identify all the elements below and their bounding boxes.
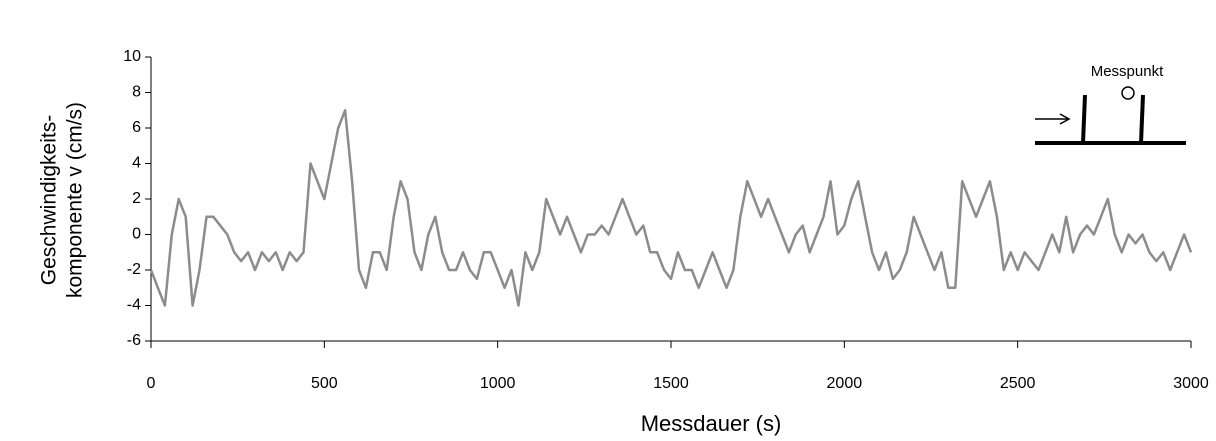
y-axis-label: Geschwindigkeits- komponente v (cm/s) [38, 102, 87, 298]
y-tick-label: 6 [132, 119, 141, 136]
annotation: Messpunkt [1091, 63, 1164, 80]
y-axis-label-line: Geschwindigkeits- [38, 115, 61, 285]
x-axis-label: Messdauer (s) [641, 411, 782, 436]
y-tick-label: 4 [132, 155, 141, 172]
x-tick-label: 3000 [1173, 375, 1209, 392]
series-line [149, 109, 1193, 307]
x-tick-label: 2000 [827, 375, 863, 392]
y-tick-label: 0 [132, 226, 141, 243]
x-tick-label: 500 [311, 375, 338, 392]
measure-point [1121, 86, 1135, 100]
y-tick-label: -2 [127, 261, 141, 278]
y-axis-label-line: komponente v (cm/s) [64, 102, 87, 298]
inset-diagram: Messpunkt [1035, 63, 1186, 145]
y-tick-label: 10 [123, 48, 141, 65]
y-tick-label: 2 [132, 190, 141, 207]
y-tick-label: -6 [127, 332, 141, 349]
y-tick-label: 8 [132, 84, 141, 101]
post [1139, 94, 1145, 144]
y-tick-label: -4 [127, 297, 141, 314]
x-tick-label: 1000 [480, 375, 516, 392]
arrow-head [1059, 113, 1071, 125]
x-tick-label: 1500 [653, 375, 689, 392]
x-tick-label: 2500 [1000, 375, 1036, 392]
post [1081, 94, 1087, 144]
x-tick-label: 0 [147, 375, 156, 392]
